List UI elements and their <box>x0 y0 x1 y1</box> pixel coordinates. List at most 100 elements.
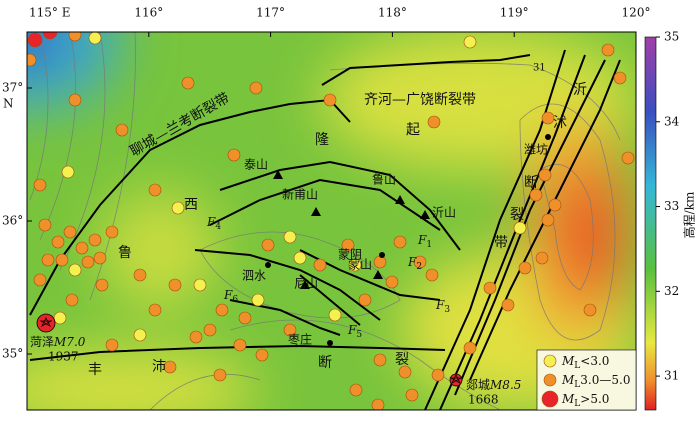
legend-subscript: L <box>574 399 580 409</box>
earthquake <box>133 328 147 342</box>
fault-zone-char: 沛 <box>152 359 166 375</box>
lat-hemisphere: N <box>3 97 14 111</box>
city-label: 泗水 <box>242 269 266 283</box>
earthquake <box>529 188 543 202</box>
earthquake <box>538 168 552 182</box>
earthquake <box>313 258 327 272</box>
fault-label-symbol: F <box>206 215 216 229</box>
earthquake <box>215 303 229 317</box>
earthquake <box>373 255 387 269</box>
city-dot <box>379 252 385 258</box>
lat-tick-label: 37° <box>2 81 23 95</box>
earthquake <box>385 275 399 289</box>
earthquake <box>463 35 477 49</box>
lon-tick-label: 119° <box>500 6 529 20</box>
legend-label: ML>5.0 <box>561 392 609 409</box>
earthquakes <box>27 32 635 410</box>
earthquake <box>203 323 217 337</box>
earthquake <box>27 32 43 48</box>
epicenter-name: 郯城 <box>466 378 490 392</box>
earthquake <box>189 330 203 344</box>
city-dot <box>265 262 271 268</box>
axes: 115° E 116° 117° 118° 119° 120° 37° 36° 35° <box>2 6 650 361</box>
uplift-char: 隆 <box>315 132 329 148</box>
earthquake <box>148 303 162 317</box>
fault-zone-char: 断 <box>318 355 332 371</box>
earthquake <box>371 398 385 410</box>
fault-label-symbol: F <box>347 323 357 337</box>
earthquake <box>249 81 263 95</box>
colorbar-title: 高程/km <box>682 191 697 238</box>
city-label: 枣庄 <box>288 332 312 347</box>
fault-zone-char: 裂 <box>395 352 409 368</box>
legend-label: ML<3.0 <box>561 354 609 371</box>
earthquake <box>501 298 515 312</box>
earthquake <box>535 251 549 265</box>
mountain-symbol <box>300 280 310 289</box>
city-label: 潍坊 <box>524 142 548 157</box>
fault-label: F6 <box>223 288 238 305</box>
fault-zone-char: 带 <box>494 235 508 251</box>
epicenter-label: 菏泽M7.0 <box>30 335 86 349</box>
earthquake <box>431 368 445 382</box>
lon-tick-label: 118° <box>378 6 407 20</box>
earthquake <box>88 32 102 45</box>
earthquake <box>541 111 555 125</box>
earthquake <box>373 353 387 367</box>
lon-tick-label: 117° <box>256 6 285 20</box>
earthquake <box>68 93 82 107</box>
earthquake <box>213 368 227 382</box>
fault-label-symbol: F <box>407 255 417 269</box>
fault-zone-char: 沭 <box>553 115 567 131</box>
epicenter-year: 1668 <box>468 393 499 407</box>
legend-subscript: L <box>574 361 580 371</box>
lat-tick-label: 35° <box>2 347 23 361</box>
earthquake <box>88 233 102 247</box>
earthquake <box>328 308 342 322</box>
fault-label-subscript: 5 <box>356 330 362 340</box>
earthquake <box>148 183 162 197</box>
earthquake <box>95 278 109 292</box>
earthquake <box>27 53 37 67</box>
earthquake <box>513 221 527 235</box>
earthquake <box>63 225 77 239</box>
mountain-symbol <box>311 207 321 216</box>
earthquake <box>68 32 82 42</box>
lon-tick-label: 116° <box>134 6 163 20</box>
earthquake <box>168 278 182 292</box>
earthquake <box>323 93 337 107</box>
earthquake <box>283 323 297 337</box>
legend-symbol-text: M <box>561 373 575 387</box>
earthquake <box>261 238 275 252</box>
colorbar <box>644 36 657 411</box>
city-dot <box>545 134 551 140</box>
earthquake <box>427 115 441 129</box>
earthquake <box>81 255 95 269</box>
earthquake <box>133 268 147 282</box>
earthquake <box>41 253 55 267</box>
epicenter-label: 郯城M8.5 <box>466 378 521 392</box>
lon-tick-label: 120° <box>622 6 651 20</box>
earthquake <box>42 32 58 40</box>
earthquake <box>548 198 562 212</box>
earthquake <box>68 263 82 277</box>
lat-tick-label: 36° <box>2 214 23 228</box>
colorbar-tick-label: 33 <box>664 199 679 213</box>
mountain-label: 蒙山 <box>348 258 372 272</box>
fault-label-symbol: F <box>223 288 233 302</box>
earthquake <box>51 235 65 249</box>
earthquake <box>193 278 207 292</box>
earthquake <box>238 311 252 325</box>
colorbar-tick-label: 32 <box>664 284 679 298</box>
fault-zone-char: 沂 <box>573 82 587 98</box>
city-label: 蒙阴 <box>338 248 362 262</box>
fault-label-symbol: F <box>417 233 427 247</box>
mountain-symbol <box>395 195 405 204</box>
legend-label: ML3.0—5.0 <box>561 373 630 390</box>
fault-label: F2 <box>407 255 422 272</box>
earthquake <box>283 230 297 244</box>
mountain-label: 鲁山 <box>372 173 396 187</box>
earthquake <box>518 261 532 275</box>
